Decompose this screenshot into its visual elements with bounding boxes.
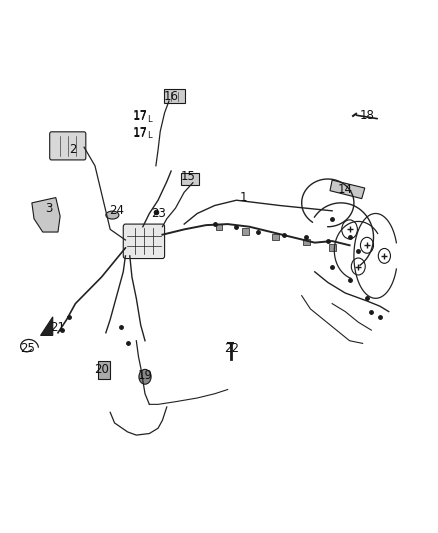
Polygon shape [330, 180, 365, 199]
Text: L: L [147, 115, 152, 124]
Bar [242, 228, 249, 235]
Text: 25: 25 [20, 342, 35, 355]
FancyBboxPatch shape [164, 90, 185, 103]
Circle shape [139, 369, 151, 384]
FancyBboxPatch shape [99, 361, 110, 379]
Text: 2: 2 [70, 143, 77, 156]
FancyBboxPatch shape [49, 132, 86, 160]
Text: 20: 20 [94, 364, 109, 376]
Text: 22: 22 [225, 342, 240, 355]
Text: 17: 17 [132, 110, 147, 124]
Text: 3: 3 [46, 201, 53, 215]
Bar [328, 244, 336, 251]
Text: 16: 16 [164, 90, 179, 103]
Polygon shape [32, 198, 60, 232]
Text: 15: 15 [181, 170, 196, 183]
Text: 24: 24 [109, 204, 124, 217]
FancyBboxPatch shape [123, 224, 165, 259]
Text: 19: 19 [138, 369, 152, 382]
Polygon shape [41, 317, 53, 335]
Bar [272, 233, 279, 240]
Text: 17: 17 [133, 127, 148, 140]
Text: 18: 18 [360, 109, 374, 122]
Ellipse shape [106, 211, 119, 219]
Text: L: L [147, 131, 152, 140]
Text: 1: 1 [239, 191, 247, 204]
Bar [303, 239, 310, 245]
Text: 23: 23 [151, 207, 166, 220]
Text: 17: 17 [133, 109, 148, 122]
Bar [215, 224, 223, 230]
Text: 21: 21 [50, 321, 65, 334]
Text: 17: 17 [132, 126, 147, 140]
Text: 14: 14 [338, 183, 353, 196]
FancyBboxPatch shape [181, 173, 199, 185]
